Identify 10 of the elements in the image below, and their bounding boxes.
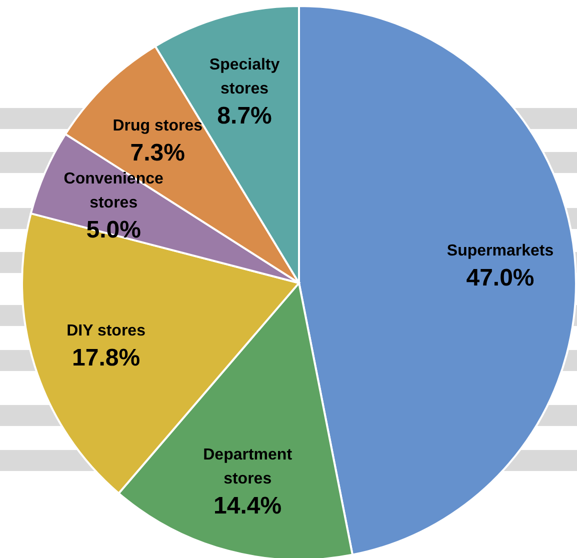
data-label: 17.8% (72, 344, 140, 372)
data-label: 7.3% (130, 139, 185, 166)
data-label: 47.0% (466, 264, 534, 292)
slice-label: Supermarkets (446, 242, 554, 260)
data-label: 8.7% (217, 102, 272, 130)
slice-label: Drug stores (112, 117, 203, 134)
data-label: 14.4% (214, 492, 282, 520)
slice-label: DIY stores (66, 322, 146, 340)
slice-label: Department stores (203, 446, 293, 488)
slice-label: Specialty stores (209, 56, 280, 98)
